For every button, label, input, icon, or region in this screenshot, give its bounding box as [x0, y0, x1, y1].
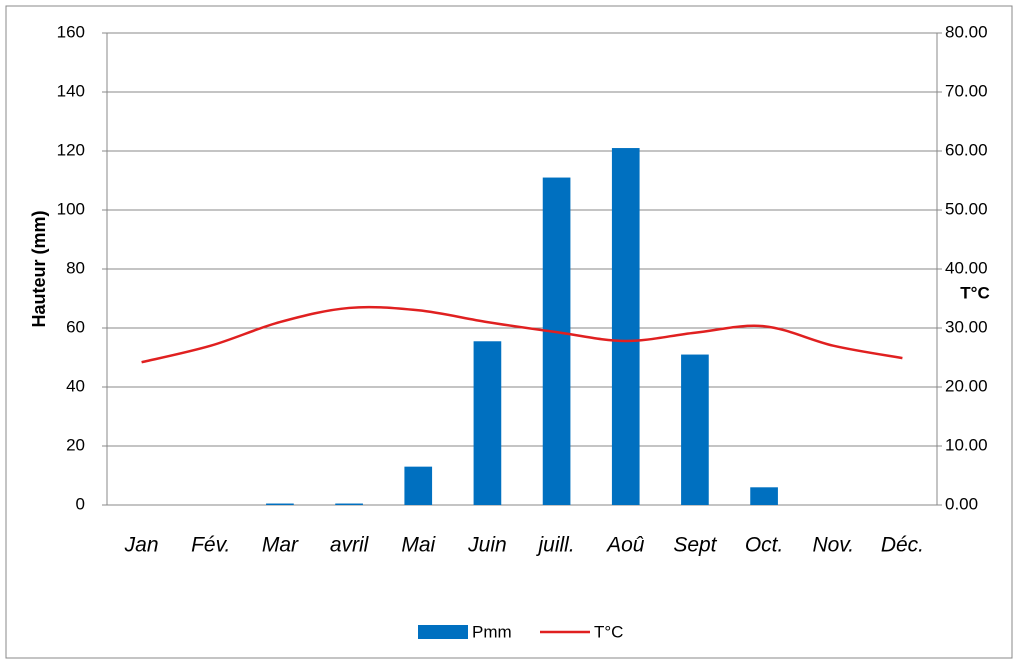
- x-tick-label: avril: [330, 534, 370, 557]
- y2-tick-label: 70.00: [945, 81, 988, 100]
- x-tick-label: Aoû: [605, 534, 645, 557]
- line: [141, 305, 903, 364]
- x-tick-label: Oct.: [745, 534, 784, 557]
- x-tick-label: Fév.: [191, 534, 230, 557]
- y2-tick-label: 10.00: [945, 435, 988, 454]
- y2-tick-label: 20.00: [945, 376, 988, 395]
- bar: [404, 466, 433, 505]
- y-tick-label: 0: [76, 494, 85, 513]
- y2-tick-label: 40.00: [945, 258, 988, 277]
- y2-tick-label: 80.00: [945, 22, 988, 41]
- x-tick-label: Jan: [124, 534, 159, 557]
- x-tick-label: Sept: [673, 534, 717, 557]
- bar: [681, 354, 709, 505]
- legend-label: Pmm: [472, 622, 512, 641]
- y2-tick-label: 50.00: [945, 199, 988, 218]
- y-axis-label: Hauteur (mm): [29, 210, 49, 327]
- y-tick-label: 60: [66, 317, 85, 336]
- y-tick-label: 80: [66, 258, 85, 277]
- bar: [542, 177, 571, 506]
- bar: [611, 148, 640, 506]
- x-tick-label: Déc.: [881, 534, 924, 557]
- x-tick-label: Mai: [401, 534, 436, 557]
- y-tick-label: 140: [57, 81, 85, 100]
- legend-swatch: [418, 625, 468, 639]
- y-tick-label: 120: [57, 140, 85, 159]
- y2-tick-label: 30.00: [945, 317, 988, 336]
- y2-tick-label: 60.00: [945, 140, 988, 159]
- x-tick-label: Juin: [467, 534, 507, 557]
- bar: [750, 487, 778, 505]
- y2-tick-label: 0.00: [945, 494, 978, 513]
- x-tick-label: Mar: [262, 534, 299, 557]
- x-tick-label: juill.: [535, 534, 574, 557]
- y-tick-label: 40: [66, 376, 85, 395]
- chart-border: [5, 5, 1013, 659]
- legend-label: T°C: [594, 622, 623, 641]
- y-tick-label: 160: [57, 22, 85, 41]
- y2-axis-label: T°C: [960, 283, 989, 302]
- bar: [266, 503, 294, 505]
- x-tick-label: Nov.: [812, 534, 854, 557]
- y-tick-label: 100: [57, 199, 85, 218]
- bar: [473, 341, 502, 505]
- y-tick-label: 20: [66, 435, 85, 454]
- bar: [335, 503, 363, 505]
